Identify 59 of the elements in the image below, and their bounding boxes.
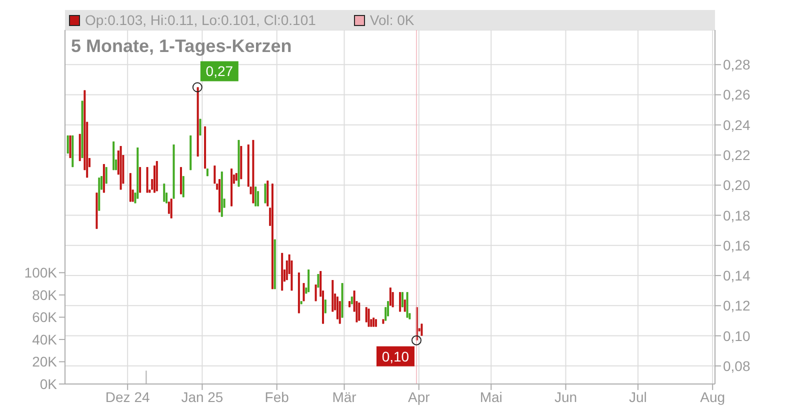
y2-tick-label: 100K — [24, 264, 58, 281]
y-tick-label: 0,10 — [723, 328, 750, 344]
y-tick-label: 0,12 — [723, 298, 750, 314]
candlestick — [199, 118, 202, 136]
candlestick — [399, 292, 402, 312]
y2-tick-label: 20K — [32, 354, 58, 370]
candlestick — [302, 282, 305, 302]
x-tick-label: Apr — [408, 388, 430, 405]
y-tick-label: 0,20 — [723, 177, 750, 194]
x-tick-label: Jun — [554, 388, 578, 405]
candlestick — [389, 287, 392, 306]
candlestick — [365, 306, 368, 323]
x-tick-label: Jan 25 — [181, 388, 224, 405]
y2-tick-label: 40K — [32, 331, 58, 348]
candlestick — [314, 284, 317, 302]
candlestick — [420, 323, 423, 336]
y-tick-label: 0,18 — [723, 207, 750, 224]
candlestick — [368, 308, 370, 328]
candlestick — [336, 296, 338, 320]
candlestick — [372, 317, 375, 328]
candlestick — [308, 269, 310, 293]
x-tick-label: Dez 24 — [105, 388, 150, 405]
y-tick-label: 0,22 — [723, 147, 750, 163]
y-tick-label: 0,28 — [723, 56, 750, 73]
candlestick — [404, 299, 406, 312]
x-tick-label: Mai — [480, 388, 502, 405]
y-tick-label: 0,24 — [723, 116, 750, 133]
chart-title: 5 Monate, 1-Tages-Kerzen — [71, 36, 292, 57]
candlestick — [182, 176, 184, 198]
candlestick — [392, 292, 394, 308]
candlestick — [358, 302, 360, 322]
x-tick-label: Aug — [700, 388, 726, 405]
candlestick — [338, 300, 341, 324]
candlestick — [105, 166, 108, 184]
candlestick — [170, 198, 172, 219]
candlestick — [168, 201, 170, 214]
candlestick — [264, 183, 266, 204]
text: Op:0.103, Hi:0.11, Lo:0.101, Cl:0.101 — [85, 12, 316, 28]
x-tick-label: Jul — [629, 388, 647, 405]
y2-tick-label: 0K — [40, 376, 58, 392]
candlestick — [324, 299, 326, 314]
x-tick-label: Mär — [332, 388, 357, 405]
y-tick-label: 0,16 — [723, 237, 750, 254]
candlestick — [317, 274, 320, 288]
y2-tick-label: 80K — [32, 286, 58, 303]
text: Vol: 0K — [370, 12, 414, 28]
candlestick — [401, 292, 404, 308]
annotation: 0,27 — [206, 63, 234, 80]
annotation: 0,10 — [382, 348, 410, 364]
y-tick-label: 0,14 — [723, 268, 750, 284]
y-tick-label: 0,08 — [723, 358, 750, 374]
candlestick — [257, 190, 260, 207]
candlestick — [163, 183, 166, 202]
candlestick — [387, 300, 390, 317]
y-tick-label: 0,26 — [723, 86, 750, 103]
candlestick — [254, 186, 257, 207]
candlestick — [214, 165, 216, 184]
y2-tick-label: 60K — [32, 309, 58, 326]
x-tick-label: Feb — [264, 388, 290, 405]
